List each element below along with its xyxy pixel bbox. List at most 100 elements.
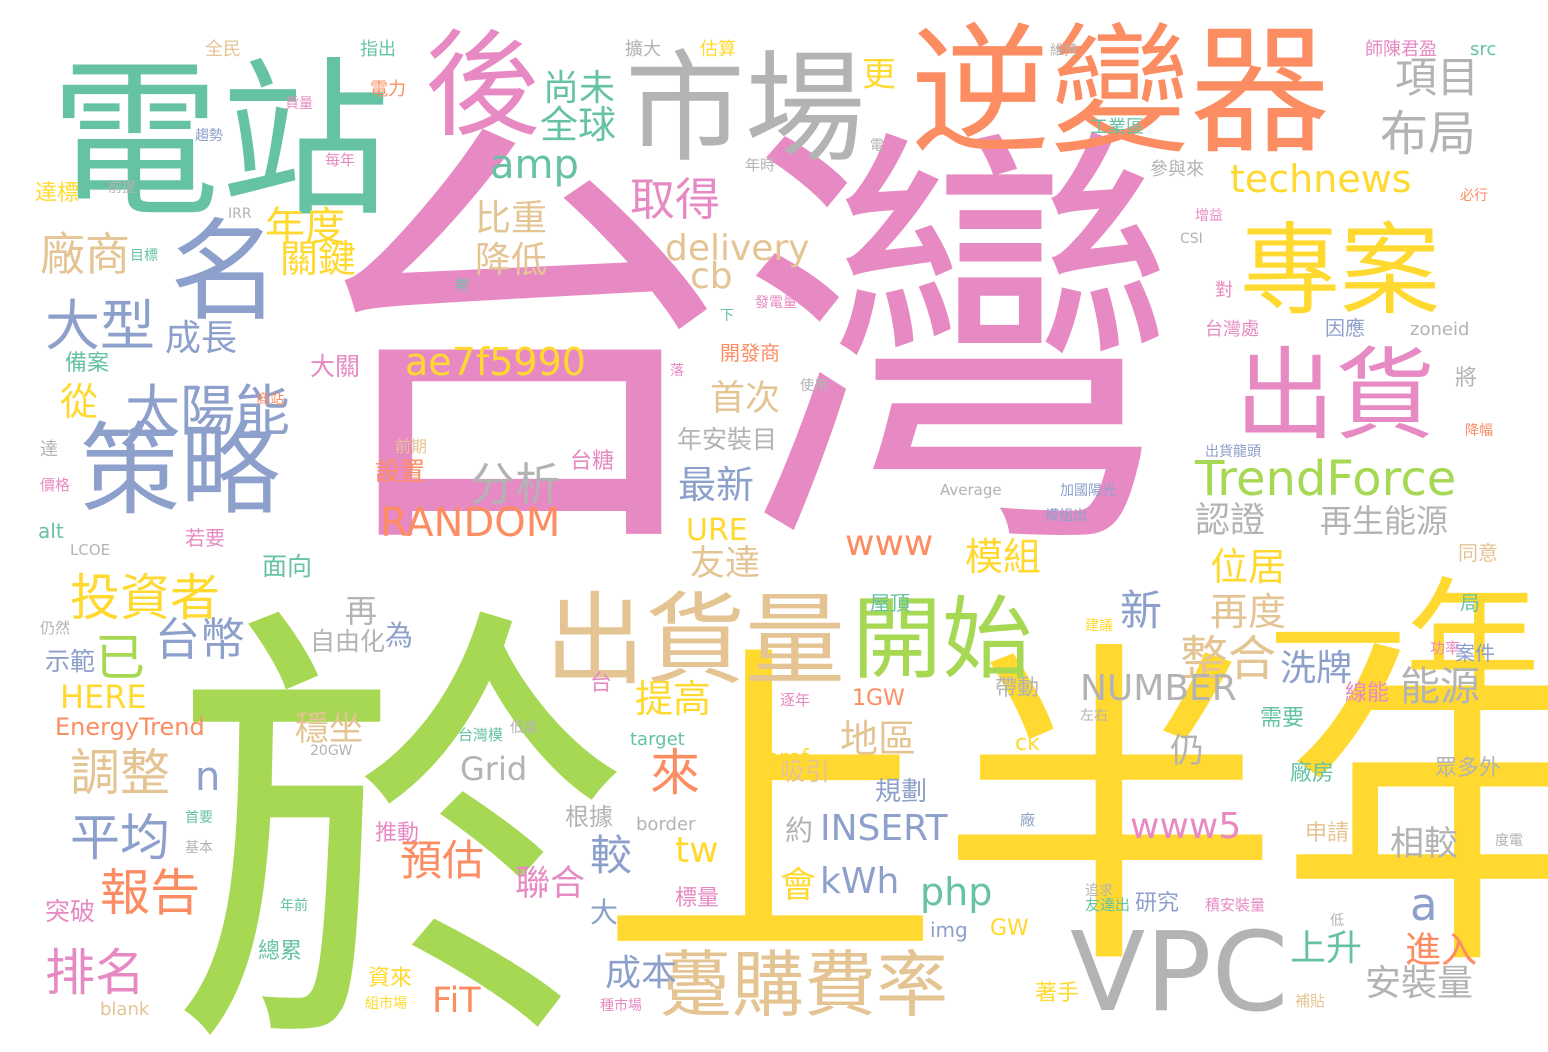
word-alt: alt — [38, 519, 64, 543]
word-cjk-57: 洗牌 — [1280, 648, 1352, 689]
word-border: border — [636, 814, 696, 835]
word-cjk-84: 更 — [862, 55, 896, 95]
word-delivery: delivery — [665, 228, 810, 269]
word-cjk-155: 基本 — [185, 839, 213, 856]
word-cjk-131: 達標 — [35, 181, 79, 206]
word-cjk-0: 台灣 — [300, 92, 1180, 604]
word-cjk-44: 從 — [60, 380, 98, 424]
word-cjk-87: 再 — [345, 592, 377, 630]
word-cjk-50: 認證 — [1195, 501, 1265, 541]
word-cjk-78: 進入 — [1405, 930, 1477, 971]
word-cjk-107: 申請 — [1305, 821, 1349, 846]
word-cjk-137: 同意 — [1458, 541, 1498, 565]
word-cjk-144: 台灣模 — [458, 726, 503, 744]
word-cjk-114: 資來 — [368, 966, 412, 991]
word-cjk-97: 規劃 — [875, 777, 927, 807]
word-cjk-58: 能源 — [1400, 664, 1480, 710]
word-cjk-6: 後 — [425, 19, 540, 153]
word-cjk-151: 必行 — [1460, 188, 1488, 204]
word-cjk-174: 模組出 — [1045, 508, 1087, 524]
word-cjk-63: 來 — [650, 744, 700, 802]
word-cjk-103: 帶動 — [995, 676, 1039, 701]
word-average: Average — [940, 481, 1002, 499]
word-cjk-55: 新 — [1120, 586, 1162, 635]
word-cjk-46: 最新 — [678, 463, 754, 507]
word-cjk-24: 報告 — [100, 864, 200, 922]
word-cjk-59: 提高 — [635, 677, 711, 721]
word-insert: INSERT — [820, 808, 949, 849]
word-cjk-192: 貨量 — [285, 95, 313, 112]
word-ck: ck — [1015, 731, 1040, 756]
word-n: n — [195, 754, 220, 800]
word-cjk-141: 台灣處 — [1205, 319, 1259, 340]
word-a: a — [1410, 878, 1438, 931]
word-cjk-94: 大關 — [310, 352, 360, 381]
word-cjk-187: 台 — [590, 671, 612, 696]
word-cjk-65: 仍 — [1170, 731, 1204, 771]
word-cjk-177: 建議 — [1085, 617, 1113, 634]
word-cjk-170: 增益 — [1195, 208, 1223, 224]
word-gw: GW — [990, 916, 1029, 941]
word-cjk-88: 為 — [385, 619, 413, 652]
word-blank: blank — [100, 999, 150, 1020]
word-cjk-83: 年安裝目 — [677, 425, 777, 454]
word-cjk-185: 下 — [720, 308, 734, 324]
word-cjk-89: 自由化 — [310, 627, 385, 656]
word-cjk-38: 關鍵 — [280, 237, 356, 281]
word-src: src — [1470, 39, 1496, 60]
word-cjk-81: 相較 — [1390, 824, 1458, 864]
word-cjk-80: 安裝量 — [1365, 963, 1473, 1004]
word-img: img — [930, 918, 968, 942]
word-cjk-92: 設置 — [375, 457, 425, 486]
word-cjk-34: 項目 — [1395, 53, 1479, 102]
word-cjk-99: 約 — [785, 814, 813, 847]
word-trendforce: TrendForce — [1194, 451, 1456, 507]
word-cjk-104: 線能 — [1345, 681, 1389, 706]
word-cjk-43: 成長 — [165, 318, 237, 359]
word-cjk-12: 出貨量 — [545, 582, 845, 699]
word-cjk-109: 研究 — [1135, 891, 1179, 916]
word-cjk-165: 補貼 — [1295, 992, 1325, 1010]
word-cjk-112: 推動 — [375, 821, 419, 846]
word-ae7f5990: ae7f5990 — [405, 340, 586, 384]
word-target: target — [630, 729, 685, 750]
word-cjk-162: 前期 — [395, 437, 427, 456]
word-cjk-9: 出貨 — [1235, 337, 1435, 454]
word-cjk-124: 全民 — [205, 39, 241, 60]
word-cjk-70: 預估 — [400, 836, 484, 885]
word-1gw: 1GW — [852, 686, 905, 711]
word-csi: CSI — [1180, 231, 1203, 247]
word-cjk-128: 參與來 — [1150, 159, 1204, 180]
word-cjk-110: 大 — [590, 896, 618, 929]
word-cjk-22: 調整 — [70, 744, 170, 802]
word-cjk-148: 年時 — [745, 156, 775, 174]
word-cjk-60: 地區 — [840, 717, 916, 761]
word-cjk-91: 面向 — [262, 552, 312, 581]
word-vpc: VPC — [1070, 908, 1288, 1036]
word-cjk-191: 度電 — [1495, 833, 1523, 849]
word-cjk-154: 前提 — [108, 179, 136, 196]
word-cjk-146: 左右 — [1080, 708, 1108, 724]
word-cjk-156: 年前 — [280, 897, 308, 914]
word-cjk-183: 對 — [1215, 280, 1233, 301]
word-cjk-132: 因應 — [1325, 316, 1365, 340]
word-cjk-159: 低度 — [510, 720, 538, 736]
word-cjk-190: 電 — [870, 138, 884, 154]
word-cjk-126: 估算 — [700, 39, 736, 60]
word-energytrend: EnergyTrend — [55, 713, 205, 741]
word-cjk-95: 開發商 — [720, 341, 780, 365]
word-cjk-2: 上半年 — [600, 615, 1548, 1011]
word-zoneid: zoneid — [1410, 319, 1469, 340]
word-cjk-161: 逐年 — [780, 691, 810, 709]
word-cjk-164: 種市場 — [600, 997, 642, 1014]
word-cjk-113: 突破 — [45, 897, 95, 926]
word-cjk-53: 再度 — [1210, 590, 1286, 634]
word-cjk-8: 專案 — [1240, 212, 1440, 329]
word-random: RANDOM — [380, 500, 560, 546]
word-cjk-129: 師陳君盈 — [1365, 39, 1437, 60]
word-cjk-171: 發電量 — [755, 295, 797, 311]
word-cjk-106: 廠房 — [1290, 761, 1334, 786]
word-php: php — [920, 870, 992, 914]
word-cjk-135: 案件 — [1455, 641, 1495, 665]
